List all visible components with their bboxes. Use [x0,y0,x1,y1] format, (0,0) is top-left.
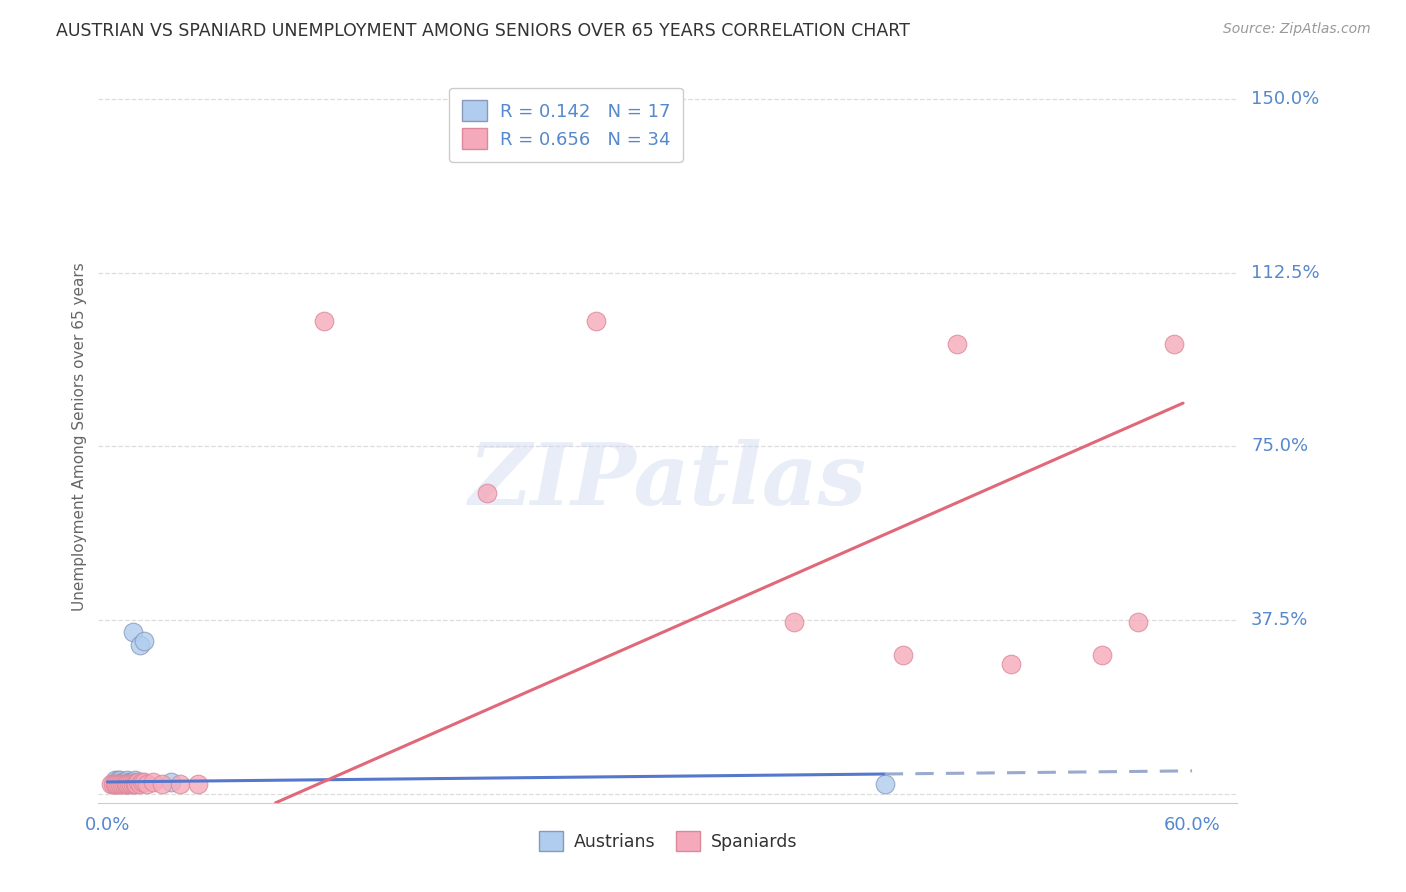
Point [111,777,134,791]
Y-axis label: Unemployment Among Seniors over 65 years: Unemployment Among Seniors over 65 years [72,263,87,611]
Point [1163,337,1185,351]
Point [314,314,336,328]
Point [124,777,146,791]
Point [1000,657,1022,671]
Point [873,777,896,791]
Text: 75.0%: 75.0% [1251,437,1309,455]
Point [108,772,131,787]
Point [159,775,181,789]
Point [783,615,806,630]
Point [129,777,152,791]
Text: 112.5%: 112.5% [1251,264,1320,282]
Point [108,777,131,791]
Point [475,485,498,500]
Point [585,314,607,328]
Point [104,777,127,791]
Point [946,337,969,351]
Point [129,639,152,653]
Point [120,775,142,789]
Point [112,775,135,789]
Point [114,777,136,791]
Point [105,777,128,791]
Point [891,648,914,662]
Point [125,775,148,789]
Point [169,777,191,791]
Point [136,777,159,791]
Point [132,633,155,648]
Point [101,777,124,791]
Point [104,772,127,787]
Point [1126,615,1149,630]
Point [107,777,129,791]
Point [142,775,165,789]
Text: 150.0%: 150.0% [1251,90,1319,108]
Point [127,775,149,789]
Text: 37.5%: 37.5% [1251,611,1309,629]
Point [100,777,122,791]
Point [117,772,139,787]
Point [114,777,136,791]
Point [132,775,155,789]
Point [105,777,128,791]
Point [118,775,141,789]
Text: AUSTRIAN VS SPANIARD UNEMPLOYMENT AMONG SENIORS OVER 65 YEARS CORRELATION CHART: AUSTRIAN VS SPANIARD UNEMPLOYMENT AMONG … [56,22,910,40]
Point [187,777,209,791]
Point [121,624,143,639]
Point [117,777,139,791]
Point [111,775,134,789]
Point [150,777,173,791]
Text: ZIPatlas: ZIPatlas [468,439,868,523]
Text: Source: ZipAtlas.com: Source: ZipAtlas.com [1223,22,1371,37]
Point [107,772,129,787]
Point [124,772,146,787]
Point [131,775,153,789]
Point [112,777,135,791]
Point [1091,648,1114,662]
Point [121,777,143,791]
Legend: Austrians, Spaniards: Austrians, Spaniards [530,822,806,860]
Point [120,777,142,791]
Point [125,777,148,791]
Point [118,777,141,791]
